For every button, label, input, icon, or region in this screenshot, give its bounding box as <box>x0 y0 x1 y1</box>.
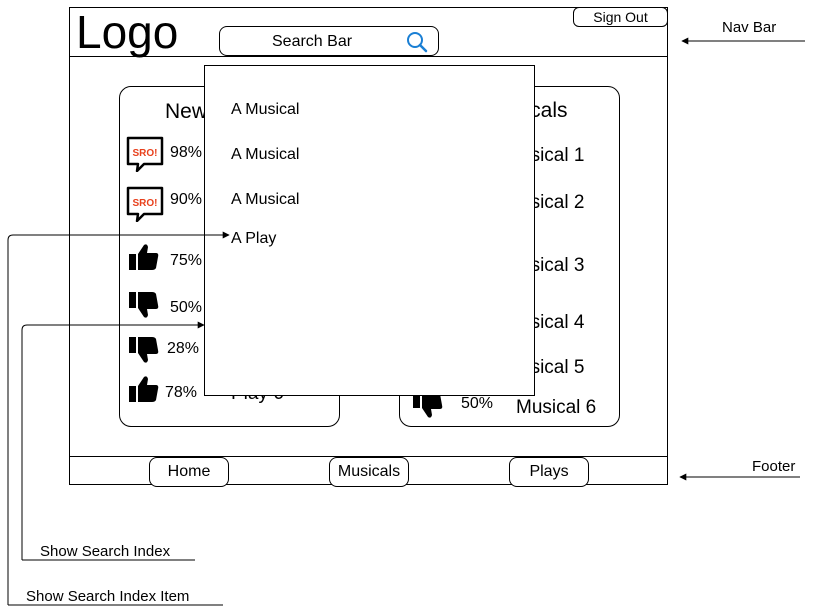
thumbs-down-icon <box>129 337 159 363</box>
left-row-percent: 75% <box>170 252 203 269</box>
nav-bar-annotation: Nav Bar <box>722 19 777 36</box>
thumbs-up-icon <box>129 376 159 402</box>
right-row-name: Musical 6 <box>516 397 597 418</box>
left-row-percent: 90% <box>170 191 203 208</box>
search-result-item[interactable]: A Musical <box>231 146 300 163</box>
right-row-percent: 50% <box>461 395 494 412</box>
right-row-name: usical 5 <box>520 357 585 378</box>
show-search-index-annotation: Show Search Index <box>40 543 171 560</box>
svg-text:SRO!: SRO! <box>133 198 158 209</box>
right-row-name: usical 2 <box>520 192 585 213</box>
search-result-item[interactable]: A Musical <box>231 191 300 208</box>
right-row-name: usical 1 <box>520 145 585 166</box>
search-result-item[interactable]: A Play <box>231 230 277 247</box>
home-button[interactable]: Home <box>149 457 229 487</box>
footer-divider <box>69 456 668 457</box>
sign-out-button[interactable]: Sign Out <box>573 7 668 27</box>
header-divider <box>69 56 668 57</box>
svg-text:SRO!: SRO! <box>133 148 158 159</box>
plays-button[interactable]: Plays <box>509 457 589 487</box>
logo[interactable]: Logo <box>76 6 179 58</box>
show-search-index-item-annotation: Show Search Index Item <box>26 588 190 605</box>
left-row-percent: 28% <box>167 340 200 357</box>
left-row-percent: 50% <box>170 299 203 316</box>
thumbs-down-icon <box>129 292 159 318</box>
musicals-button[interactable]: Musicals <box>329 457 409 487</box>
right-row-name: usical 3 <box>520 255 585 276</box>
sro-badge-icon: SRO! <box>126 136 164 172</box>
left-row-percent: 78% <box>165 384 198 401</box>
sro-badge-icon: SRO! <box>126 186 164 222</box>
search-result-item[interactable]: A Musical <box>231 101 300 118</box>
new-panel-title: New <box>165 100 208 123</box>
thumbs-up-icon <box>129 244 159 270</box>
left-row-percent: 98% <box>170 144 203 161</box>
footer-annotation: Footer <box>752 458 796 475</box>
search-bar[interactable]: Search Bar <box>219 26 439 56</box>
search-bar-label: Search Bar <box>272 33 353 50</box>
search-dropdown: A Musical A Musical A Musical A Play <box>204 65 535 396</box>
search-icon[interactable] <box>405 30 429 54</box>
thumbs-down-icon <box>413 392 443 418</box>
right-row-name: usical 4 <box>520 312 585 333</box>
show-search-index-arrow <box>21 321 205 560</box>
show-search-index-item-arrow <box>7 231 230 605</box>
